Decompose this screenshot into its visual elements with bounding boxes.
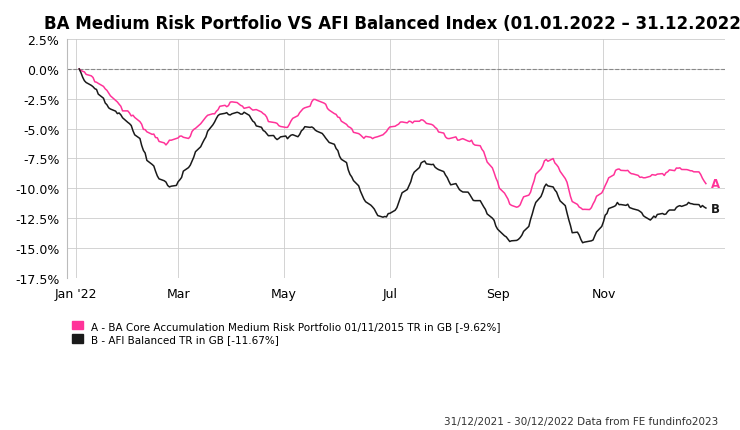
Text: B: B — [711, 202, 720, 215]
Text: 31/12/2021 - 30/12/2022 Data from FE fundinfo2023: 31/12/2021 - 30/12/2022 Data from FE fun… — [443, 416, 718, 426]
Legend: A - BA Core Accumulation Medium Risk Portfolio 01/11/2015 TR in GB [-9.62%], B -: A - BA Core Accumulation Medium Risk Por… — [73, 321, 500, 344]
Text: A: A — [711, 178, 720, 190]
Title: BA Medium Risk Portfolio VS AFI Balanced Index (01.01.2022 – 31.12.2022): BA Medium Risk Portfolio VS AFI Balanced… — [44, 15, 740, 33]
